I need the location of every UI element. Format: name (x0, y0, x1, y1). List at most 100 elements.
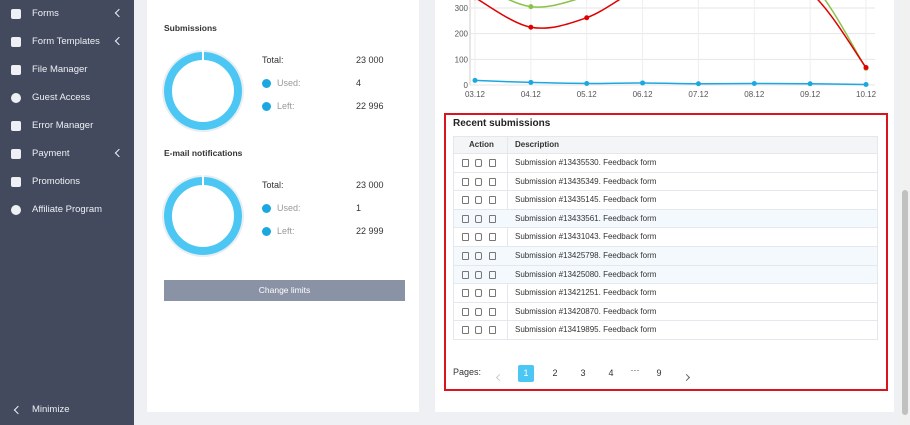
print-icon[interactable] (475, 270, 482, 279)
point (584, 80, 590, 86)
nav-icon (11, 37, 21, 47)
nav-icon (11, 121, 21, 131)
print-icon[interactable] (475, 214, 482, 223)
nav-item[interactable]: Form Templates (32, 36, 100, 47)
x-tick-label: 03.12 (465, 90, 486, 99)
delete-icon[interactable] (489, 270, 496, 279)
edit-icon[interactable] (462, 326, 469, 335)
nav-chevron (114, 36, 124, 46)
edit-icon[interactable] (462, 307, 469, 316)
legend-dot (262, 204, 271, 213)
edit-icon[interactable] (462, 233, 469, 242)
delete-icon[interactable] (489, 233, 496, 242)
nav-item[interactable]: Forms (32, 8, 59, 19)
table: Action Description Submission #13435530. F… (453, 136, 878, 340)
table-row: Submission #13435145. Feedback form (454, 190, 877, 210)
limit-value: 1 (356, 203, 362, 213)
edit-icon[interactable] (462, 252, 469, 260)
delete-icon[interactable] (489, 252, 496, 260)
legend-dot (262, 79, 271, 88)
edit-icon[interactable] (462, 289, 469, 298)
print-icon[interactable] (475, 177, 482, 186)
edit-icon[interactable] (462, 214, 469, 223)
table-row: Submission #13420870. Feedback form (454, 301, 877, 322)
limits-card: Submissions Total: 23 000 Used: 4 Left: 22 996… (147, 0, 419, 412)
delete-icon[interactable] (489, 326, 496, 335)
submission-link[interactable]: Submission #13435349. Feedback form (515, 176, 657, 186)
table-row: Submission #13421251. Feedback form (454, 283, 877, 303)
nav-item[interactable]: Affiliate Program (32, 204, 103, 215)
delete-icon[interactable] (489, 289, 496, 298)
submission-link[interactable]: Submission #13433561. Feedback form (515, 213, 657, 223)
page-button[interactable]: 3 (580, 368, 586, 378)
table-row: Submission #13419895. Feedback form (454, 320, 877, 340)
print-icon[interactable] (475, 289, 482, 298)
stats-card: 0 100 200 300 03.12 04.12 05.12 06.12 07.12 08.12… (435, 0, 894, 412)
print-icon[interactable] (475, 307, 482, 316)
delete-icon[interactable] (489, 214, 496, 223)
recent-box: Recent submissions Action Description Submi… (444, 113, 888, 391)
page-button[interactable]: 2 (552, 368, 558, 378)
nav-icon (11, 149, 21, 159)
prev[interactable] (495, 373, 504, 382)
nav-item[interactable]: Payment (32, 148, 70, 159)
minimize-icon (13, 405, 23, 415)
y-tick-label: 200 (455, 30, 469, 39)
nav-icon (11, 65, 21, 75)
limit-value: 22 999 (356, 226, 384, 236)
submission-link[interactable]: Submission #13435530. Feedback form (515, 158, 657, 167)
delete-icon[interactable] (489, 307, 496, 316)
scrollbar (900, 0, 910, 425)
edit-icon[interactable] (462, 177, 469, 186)
nav-chevron (114, 8, 124, 18)
delete-icon[interactable] (489, 177, 496, 186)
point (863, 81, 869, 87)
delete-icon[interactable] (489, 159, 496, 167)
next[interactable] (682, 373, 691, 382)
page-button[interactable]: 9 (656, 368, 662, 378)
chart: 0 100 200 300 03.12 04.12 05.12 06.12 07.12 08.12… (455, 0, 877, 99)
point (528, 24, 534, 30)
table-row: Submission #13435530. Feedback form (454, 153, 877, 173)
nav-item[interactable]: Guest Access (32, 92, 91, 103)
submission-link[interactable]: Submission #13421251. Feedback form (515, 288, 657, 298)
column-divider (507, 137, 508, 339)
print-icon[interactable] (475, 326, 482, 335)
recent-title: Recent submissions (453, 118, 551, 129)
submission-link[interactable]: Submission #13425080. Feedback form (515, 269, 657, 279)
y-tick-label: 0 (464, 81, 469, 90)
point (695, 81, 701, 87)
limit-label: Left: (277, 226, 295, 236)
nav-item[interactable]: File Manager (32, 64, 88, 75)
submission-link[interactable]: Submission #13435145. Feedback form (515, 195, 657, 205)
change-limits-button[interactable]: Change limits (164, 280, 405, 301)
submission-link[interactable]: Submission #13425798. Feedback form (515, 251, 657, 260)
minimize[interactable]: Minimize (32, 404, 70, 415)
edit-icon[interactable] (462, 196, 469, 205)
submission-link[interactable]: Submission #13420870. Feedback form (515, 306, 657, 316)
x-tick-label: 10.12 (856, 90, 877, 99)
page-button[interactable]: 4 (608, 368, 614, 378)
edit-icon[interactable] (462, 270, 469, 279)
nav-icon (11, 93, 21, 103)
submission-link[interactable]: Submission #13431043. Feedback form (515, 232, 657, 242)
print-icon[interactable] (475, 252, 482, 260)
plot (472, 0, 869, 87)
nav-chevron (114, 148, 124, 158)
section-title: Submissions (164, 23, 217, 33)
point (751, 80, 757, 86)
table-row: Submission #13425080. Feedback form (454, 264, 877, 285)
delete-icon[interactable] (489, 196, 496, 205)
print-icon[interactable] (475, 196, 482, 205)
y-tick-label: 100 (455, 55, 469, 64)
table-row: Submission #13425798. Feedback form (454, 246, 877, 266)
edit-icon[interactable] (462, 159, 469, 167)
page-button[interactable]: 1 (518, 365, 534, 382)
print-icon[interactable] (475, 159, 482, 167)
point (584, 15, 590, 21)
nav-item[interactable]: Promotions (32, 176, 81, 187)
submission-link[interactable]: Submission #13419895. Feedback form (515, 325, 657, 335)
nav-item[interactable]: Error Manager (32, 120, 94, 131)
print-icon[interactable] (475, 233, 482, 242)
